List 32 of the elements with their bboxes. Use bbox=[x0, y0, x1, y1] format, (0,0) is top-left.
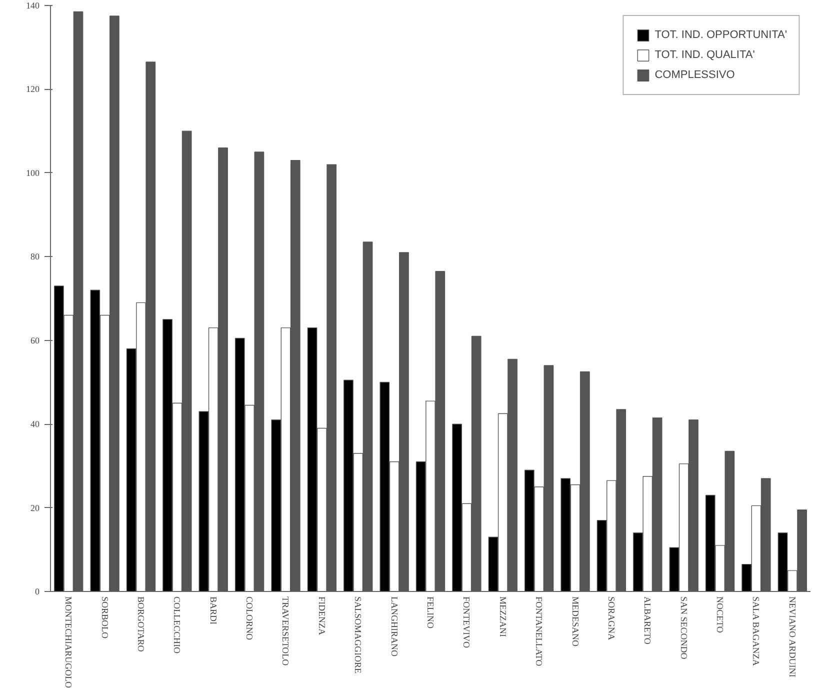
x-tick-label: BORGOTARO bbox=[136, 596, 146, 652]
legend-label: TOT. IND. QUALITA' bbox=[654, 49, 755, 61]
x-tick-label: MEDESANO bbox=[570, 596, 580, 647]
x-tick-label: FELINO bbox=[426, 596, 436, 629]
x-tick-label: SORAGNA bbox=[606, 596, 616, 641]
x-tick-label: NOCETO bbox=[715, 596, 726, 634]
x-tick-label: SALA BAGANZA bbox=[751, 596, 762, 666]
legend-label: TOT. IND. OPPORTUNITA' bbox=[654, 29, 787, 41]
y-tick-label: 20 bbox=[30, 502, 40, 513]
x-tick-label: COLORNO bbox=[244, 596, 255, 640]
x-tick-label: NEVIANO ARDUINI bbox=[787, 596, 798, 678]
x-tick-label: SORBOLO bbox=[100, 596, 110, 640]
x-tick-label: FIDENZA bbox=[316, 596, 327, 636]
x-tick-label: FONTEVIVO bbox=[462, 596, 472, 648]
y-tick-label: 60 bbox=[30, 335, 40, 346]
x-tick-label: MONTECHIARUGOLO bbox=[64, 596, 74, 688]
x-tick-label: FONTANELLATO bbox=[534, 596, 544, 667]
y-tick-label: 0 bbox=[35, 586, 40, 596]
legend-label: COMPLESSIVO bbox=[654, 69, 735, 81]
y-tick-label: 40 bbox=[30, 419, 40, 430]
x-tick-label: SALSOMAGGIORE bbox=[353, 596, 364, 674]
x-tick-label: MEZZANI bbox=[498, 596, 508, 637]
x-tick-label: SAN SECONDO bbox=[678, 596, 689, 660]
y-tick-label: 140 bbox=[26, 0, 40, 10]
x-tick-label: TRAVERSETOLO bbox=[280, 596, 291, 666]
x-tick-label: BARDI bbox=[208, 596, 218, 625]
x-tick-label: LANGHIRANO bbox=[389, 596, 400, 657]
x-tick-label: ALBARETO bbox=[642, 596, 653, 645]
y-tick-label: 80 bbox=[30, 252, 40, 262]
x-tick-label: COLLECCHIO bbox=[172, 596, 182, 654]
y-tick-label: 100 bbox=[26, 168, 40, 178]
y-tick-label: 120 bbox=[26, 84, 40, 94]
